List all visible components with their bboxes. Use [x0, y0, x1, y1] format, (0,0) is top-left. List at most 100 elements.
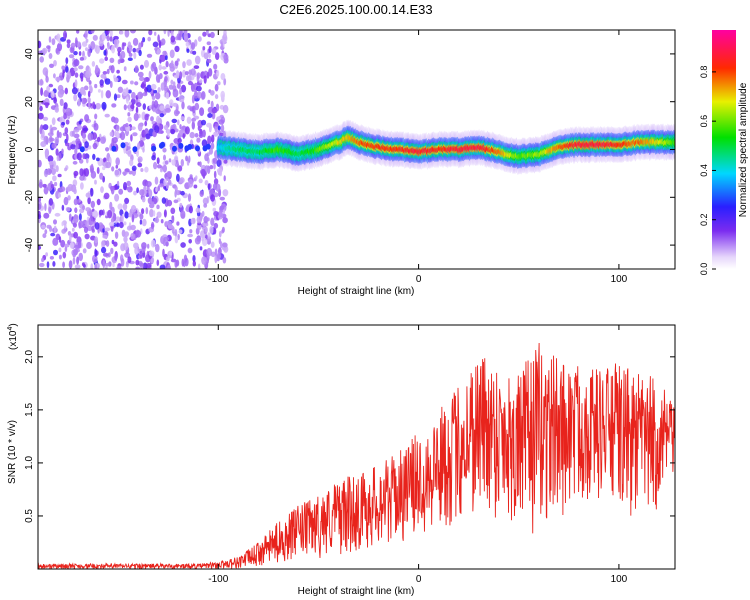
noise-speck — [48, 53, 53, 59]
noise-speck — [136, 102, 142, 108]
snr-panel: -100 0 100 0.5 1.0 1.5 2.0 Height of straight … — [7, 323, 676, 597]
noise-speck — [79, 168, 84, 177]
noise-speck — [40, 141, 47, 148]
noise-speck — [107, 252, 111, 258]
noise-speck — [72, 222, 77, 228]
noise-speck — [144, 166, 149, 173]
noise-speck — [172, 81, 176, 87]
noise-speck — [180, 159, 184, 167]
noise-speck — [92, 210, 99, 219]
x-tick-label: 0 — [416, 274, 422, 285]
noise-speck — [44, 229, 48, 235]
noise-speck — [121, 79, 128, 85]
noise-speck — [207, 183, 211, 191]
noise-speck — [82, 205, 86, 211]
noise-speck — [123, 66, 127, 72]
noise-speck — [97, 89, 101, 93]
noise-speck — [130, 224, 136, 231]
noise-speck — [222, 209, 226, 215]
y-tick-label: 20 — [24, 96, 35, 108]
noise-speck — [56, 130, 60, 139]
noise-speck — [137, 142, 141, 150]
noise-speck — [154, 176, 159, 185]
snr-frame — [37, 324, 676, 570]
noise-speck — [54, 136, 60, 145]
noise-speck — [162, 50, 167, 56]
noise-speck — [145, 207, 149, 215]
noise-speck — [79, 57, 85, 61]
noise-speck — [198, 133, 204, 138]
noise-speck — [138, 42, 142, 50]
noise-speck — [213, 222, 219, 229]
noise-speck — [105, 240, 110, 247]
noise-speck — [163, 154, 166, 161]
noise-speck — [65, 186, 72, 192]
ridge-cell — [205, 143, 211, 150]
noise-speck — [219, 196, 225, 201]
spectrogram-x-axis-label: Height of straight line (km) — [298, 286, 415, 297]
noise-speck — [210, 217, 215, 226]
noise-speck — [122, 202, 128, 211]
noise-speck — [170, 207, 176, 215]
noise-speck — [188, 205, 193, 214]
noise-speck — [201, 237, 204, 242]
noise-speck — [43, 102, 50, 106]
noise-speck — [38, 159, 42, 168]
noise-speck — [189, 131, 195, 139]
noise-speck — [137, 71, 144, 78]
noise-speck — [193, 91, 199, 99]
noise-speck — [198, 263, 201, 269]
noise-speck — [90, 187, 94, 197]
noise-speck — [51, 126, 58, 131]
noise-speck — [185, 155, 189, 162]
noise-speck — [117, 59, 121, 65]
noise-speck — [152, 210, 156, 217]
noise-speck — [130, 104, 135, 110]
spectrogram-ticks: -100 0 100 -40 -20 0 20 40 — [24, 30, 675, 285]
ridge-cell — [79, 146, 85, 153]
noise-speck — [202, 129, 206, 138]
noise-speck — [222, 189, 229, 197]
noise-speck — [80, 182, 84, 190]
noise-speck — [212, 207, 217, 212]
noise-speck — [204, 180, 209, 186]
noise-speck — [131, 126, 136, 130]
noise-speck — [163, 30, 167, 35]
noise-speck — [104, 227, 111, 232]
noise-speck — [79, 175, 85, 181]
noise-speck — [166, 220, 172, 226]
noise-speck — [148, 250, 155, 257]
noise-speck — [130, 80, 134, 85]
noise-speck — [151, 100, 155, 109]
noise-speck — [160, 38, 166, 46]
noise-speck — [222, 130, 226, 139]
noise-speck — [109, 36, 113, 42]
noise-speck — [166, 199, 173, 207]
noise-speck — [105, 30, 110, 35]
noise-speck — [39, 56, 44, 63]
noise-speck — [62, 71, 65, 78]
noise-speck — [96, 167, 100, 174]
noise-speck — [73, 198, 78, 206]
noise-speck — [98, 222, 104, 230]
noise-speck — [148, 70, 152, 79]
noise-speck — [209, 123, 212, 132]
noise-speck — [103, 192, 110, 200]
noise-speck — [209, 225, 214, 235]
noise-speck — [106, 35, 110, 42]
noise-speck — [222, 104, 229, 114]
noise-speck — [219, 230, 222, 238]
noise-speck — [102, 259, 106, 269]
noise-speck — [84, 30, 88, 40]
noise-speck — [145, 133, 151, 140]
noise-speck — [68, 213, 72, 222]
noise-speck — [132, 132, 138, 137]
noise-speck — [142, 92, 148, 97]
noise-speck — [141, 245, 146, 253]
noise-speck — [92, 101, 96, 109]
noise-speck — [156, 204, 160, 210]
noise-speck — [126, 146, 131, 150]
ridge-cell — [195, 145, 200, 152]
noise-speck — [218, 119, 225, 125]
noise-speck — [113, 117, 119, 124]
